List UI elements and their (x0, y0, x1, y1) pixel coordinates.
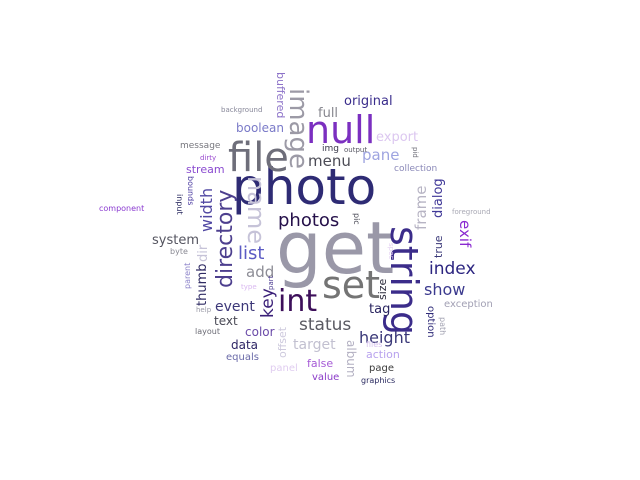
word-page: page (369, 363, 394, 374)
word-buffered: buffered (274, 72, 287, 119)
word-original: original (344, 94, 393, 109)
word-null: null (306, 108, 376, 152)
word-input: input (175, 194, 184, 215)
word-tag: tag (369, 302, 391, 317)
word-target: target (293, 337, 336, 353)
word-frame: frame (412, 185, 430, 230)
word-byte: byte (170, 247, 188, 256)
word-equals: equals (226, 352, 259, 363)
word-directory: directory (213, 189, 238, 288)
word-path: path (438, 317, 447, 336)
word-pane: pane (362, 146, 400, 164)
word-file: file (228, 135, 289, 181)
word-bounds: bounds (186, 176, 195, 206)
word-status: status (299, 315, 352, 335)
word-size: size (376, 278, 389, 300)
word-boolean: boolean (236, 121, 284, 135)
word-int: int (278, 284, 318, 319)
word-parent: parent (183, 262, 192, 289)
word-export: export (376, 130, 419, 145)
word-thumb: thumb (195, 263, 210, 307)
word-value: value (312, 372, 340, 383)
word-key: key (258, 288, 278, 318)
word-data: data (231, 338, 259, 352)
word-photos: photos (278, 210, 340, 231)
word-width: width (197, 187, 216, 232)
word-get: get (276, 206, 395, 290)
word-false: false (307, 357, 334, 370)
word-exception: exception (444, 299, 493, 310)
word-menu: menu (308, 152, 351, 170)
word-type: type (241, 283, 257, 291)
word-foreground: foreground (452, 208, 491, 216)
word-show: show (424, 280, 466, 299)
word-set: set (322, 263, 381, 307)
word-dir: dir (196, 244, 211, 262)
word-background: background (221, 106, 263, 114)
word-height: height (359, 328, 410, 347)
word-part: part (267, 275, 275, 290)
word-true: true (432, 235, 445, 258)
word-component: component (99, 204, 145, 213)
word-offset: offset (276, 326, 289, 358)
word-pid: pid (411, 147, 419, 158)
word-add: add (246, 263, 275, 281)
word-pic: pic (352, 213, 361, 225)
word-files: files (366, 340, 383, 349)
word-option: option (425, 306, 436, 338)
word-action: action (366, 348, 400, 361)
word-album: album (344, 340, 358, 378)
word-dialog: dialog (431, 178, 446, 218)
word-index: index (429, 259, 476, 279)
word-text: text (214, 314, 238, 328)
word-panel: panel (270, 363, 298, 374)
word-spec: spec (387, 243, 395, 260)
word-stream: stream (186, 163, 225, 176)
word-exif: exif (456, 220, 474, 248)
word-full: full (318, 106, 339, 121)
word-help: help (196, 306, 212, 314)
word-event: event (215, 299, 255, 315)
word-message: message (180, 141, 221, 151)
word-img: img (322, 144, 339, 154)
word-output: output (344, 146, 368, 154)
word-list: list (238, 243, 265, 264)
word-graphics: graphics (361, 376, 396, 385)
word-collection: collection (394, 164, 438, 174)
word-layout: layout (195, 327, 220, 336)
word-system: system (152, 233, 199, 248)
word-dirty: dirty (200, 154, 217, 162)
word-color: color (245, 325, 275, 339)
word-photo: photo (232, 158, 377, 216)
word-name: name (242, 176, 270, 245)
